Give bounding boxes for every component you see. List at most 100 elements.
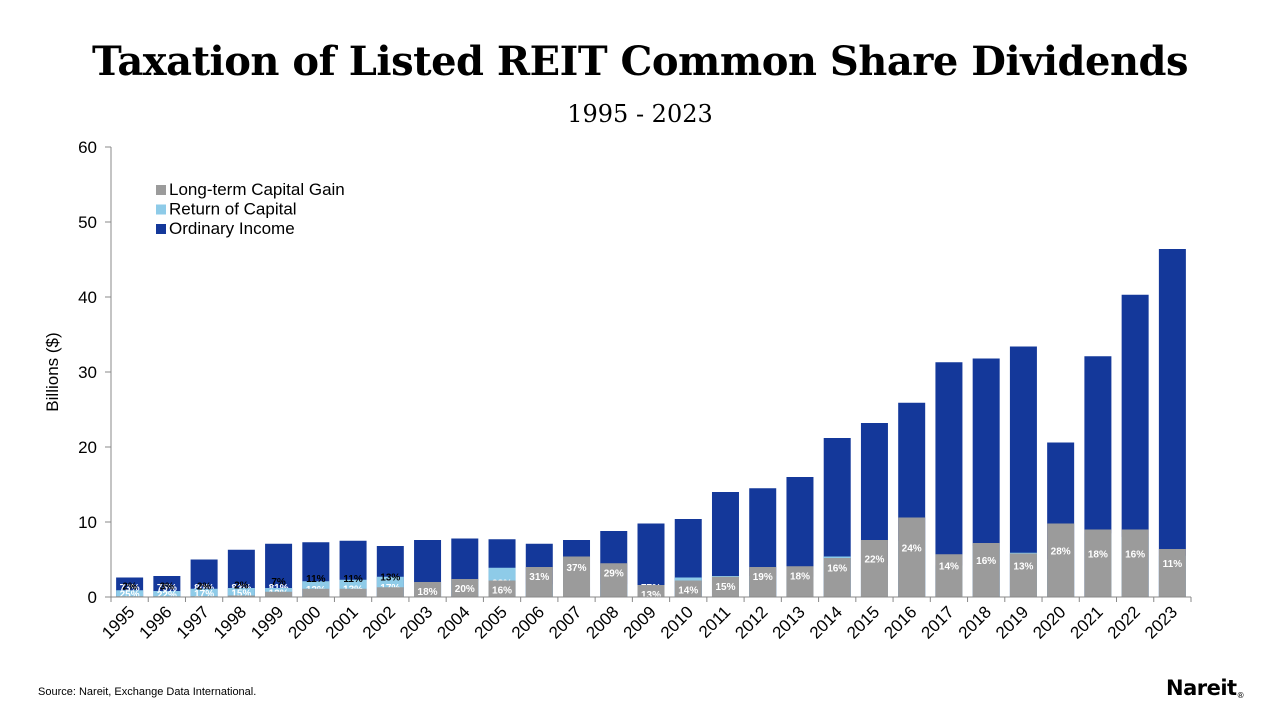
bar-long-term-capital-gain-2001 xyxy=(339,588,367,597)
y-tick-label: 50 xyxy=(78,213,97,232)
x-tick-label: 2013 xyxy=(769,602,809,642)
data-label: 13% xyxy=(641,590,661,601)
data-label: 22% xyxy=(157,590,177,601)
data-label: 14% xyxy=(678,586,698,597)
bar-long-term-capital-gain-2010 xyxy=(674,580,702,597)
bar-ordinary-income-2023 xyxy=(1158,249,1186,597)
bar-long-term-capital-gain-2020 xyxy=(1047,523,1075,597)
bar-long-term-capital-gain-2014 xyxy=(823,558,851,597)
data-label: 24% xyxy=(902,543,922,554)
bar-long-term-capital-gain-2016 xyxy=(898,517,926,597)
bar-return-of-capital-1998 xyxy=(227,588,255,597)
bar-long-term-capital-gain-2004 xyxy=(451,579,479,597)
bar-long-term-capital-gain-2018 xyxy=(972,543,1000,597)
bar-long-term-capital-gain-2007 xyxy=(563,556,591,597)
data-label: 18% xyxy=(790,571,810,582)
bar-long-term-capital-gain-2021 xyxy=(1084,529,1112,597)
x-tick-label: 1995 xyxy=(98,602,138,642)
x-tick-label: 2022 xyxy=(1104,602,1144,642)
data-label: 28% xyxy=(1051,546,1071,557)
x-tick-label: 2017 xyxy=(918,602,958,642)
data-label: 3% xyxy=(160,581,175,592)
chart-title: Taxation of Listed REIT Common Share Div… xyxy=(91,38,1189,85)
bar-long-term-capital-gain-2000 xyxy=(302,588,330,597)
y-tick-label: 10 xyxy=(78,513,97,532)
bar-long-term-capital-gain-2009 xyxy=(637,585,665,597)
data-label: 18% xyxy=(1088,549,1108,560)
bar-return-of-capital-1995 xyxy=(116,590,144,597)
data-label: 22% xyxy=(864,555,884,566)
legend-swatch xyxy=(156,224,166,234)
data-label: 20% xyxy=(455,584,475,595)
x-tick-label: 2019 xyxy=(992,602,1032,642)
y-tick-label: 0 xyxy=(88,588,97,607)
x-tick-label: 2023 xyxy=(1141,602,1181,642)
legend-label: Long-term Capital Gain xyxy=(169,180,345,199)
data-label: 13% xyxy=(380,572,400,583)
bar-return-of-capital-1997 xyxy=(190,588,218,597)
y-tick-label: 40 xyxy=(78,288,97,307)
data-label: 19% xyxy=(753,572,773,583)
bar-long-term-capital-gain-2005 xyxy=(488,580,516,597)
x-tick-label: 2001 xyxy=(322,602,362,642)
x-tick-label: 2009 xyxy=(620,602,660,642)
x-tick-label: 1998 xyxy=(210,602,250,642)
data-label: 2% xyxy=(122,581,137,592)
nareit-logo: Nareit® xyxy=(1166,676,1245,700)
x-tick-label: 2012 xyxy=(731,602,771,642)
x-tick-label: 2015 xyxy=(843,602,883,642)
x-tick-label: 2007 xyxy=(545,602,585,642)
data-label: 16% xyxy=(827,564,847,575)
data-label: 16% xyxy=(976,556,996,567)
data-label: 2% xyxy=(197,581,212,592)
x-tick-label: 2002 xyxy=(359,602,399,642)
data-label: 17% xyxy=(194,589,214,600)
legend-swatch xyxy=(156,204,166,215)
x-tick-label: 2021 xyxy=(1067,602,1107,642)
data-label: 13% xyxy=(1013,561,1033,572)
y-tick-label: 60 xyxy=(78,138,97,157)
bar-return-of-capital-1996 xyxy=(153,591,181,597)
bar-long-term-capital-gain-2017 xyxy=(935,554,963,597)
bar-long-term-capital-gain-2015 xyxy=(860,540,888,597)
bar-long-term-capital-gain-2019 xyxy=(1009,553,1037,597)
data-label: 80% xyxy=(194,583,214,594)
x-tick-label: 2005 xyxy=(471,602,511,642)
data-label: 15% xyxy=(231,589,251,600)
x-tick-label: 2006 xyxy=(508,602,548,642)
bars-layer: 73%25%2%75%22%3%80%17%2%83%15%2%81%12%7%… xyxy=(116,249,1186,601)
data-label: 15% xyxy=(715,582,735,593)
y-tick-label: 20 xyxy=(78,438,97,457)
bar-long-term-capital-gain-2012 xyxy=(749,567,777,597)
x-tick-label: 1999 xyxy=(247,602,287,642)
x-tick-label: 2003 xyxy=(396,602,436,642)
x-tick-label: 2011 xyxy=(695,602,734,641)
bar-long-term-capital-gain-2006 xyxy=(525,567,553,597)
data-label: 11% xyxy=(343,574,363,585)
data-label: 18% xyxy=(418,587,438,598)
data-label: 14% xyxy=(939,562,959,573)
bar-long-term-capital-gain-2011 xyxy=(711,576,739,597)
bar-long-term-capital-gain-2013 xyxy=(786,566,814,597)
y-axis-label: Billions ($) xyxy=(43,332,62,411)
y-tick-label: 30 xyxy=(78,363,97,382)
bar-long-term-capital-gain-2023 xyxy=(1158,549,1186,597)
x-tick-label: 1996 xyxy=(136,602,176,642)
chart-subtitle: 1995 - 2023 xyxy=(567,100,713,128)
x-tick-label: 2014 xyxy=(806,602,846,642)
x-tick-label: 2000 xyxy=(284,602,324,642)
bar-long-term-capital-gain-2008 xyxy=(600,563,628,597)
data-label: 7% xyxy=(271,577,286,588)
x-tick-label: 2008 xyxy=(582,602,622,642)
source-note: Source: Nareit, Exchange Data Internatio… xyxy=(38,686,257,698)
x-tick-label: 2004 xyxy=(433,602,473,642)
bar-long-term-capital-gain-1998 xyxy=(227,595,255,597)
bar-ordinary-income-2009 xyxy=(637,523,665,597)
data-label: 75% xyxy=(157,583,177,594)
data-label: 11% xyxy=(306,574,326,585)
legend-swatch xyxy=(156,185,166,195)
x-tick-label: 1997 xyxy=(173,602,213,642)
data-label: 37% xyxy=(567,563,587,574)
x-tick-label: 2016 xyxy=(880,602,920,642)
